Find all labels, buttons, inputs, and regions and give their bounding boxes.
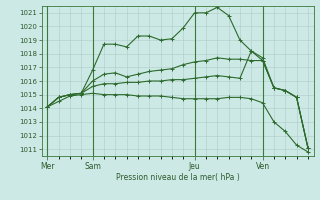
X-axis label: Pression niveau de la mer( hPa ): Pression niveau de la mer( hPa ) [116,173,239,182]
